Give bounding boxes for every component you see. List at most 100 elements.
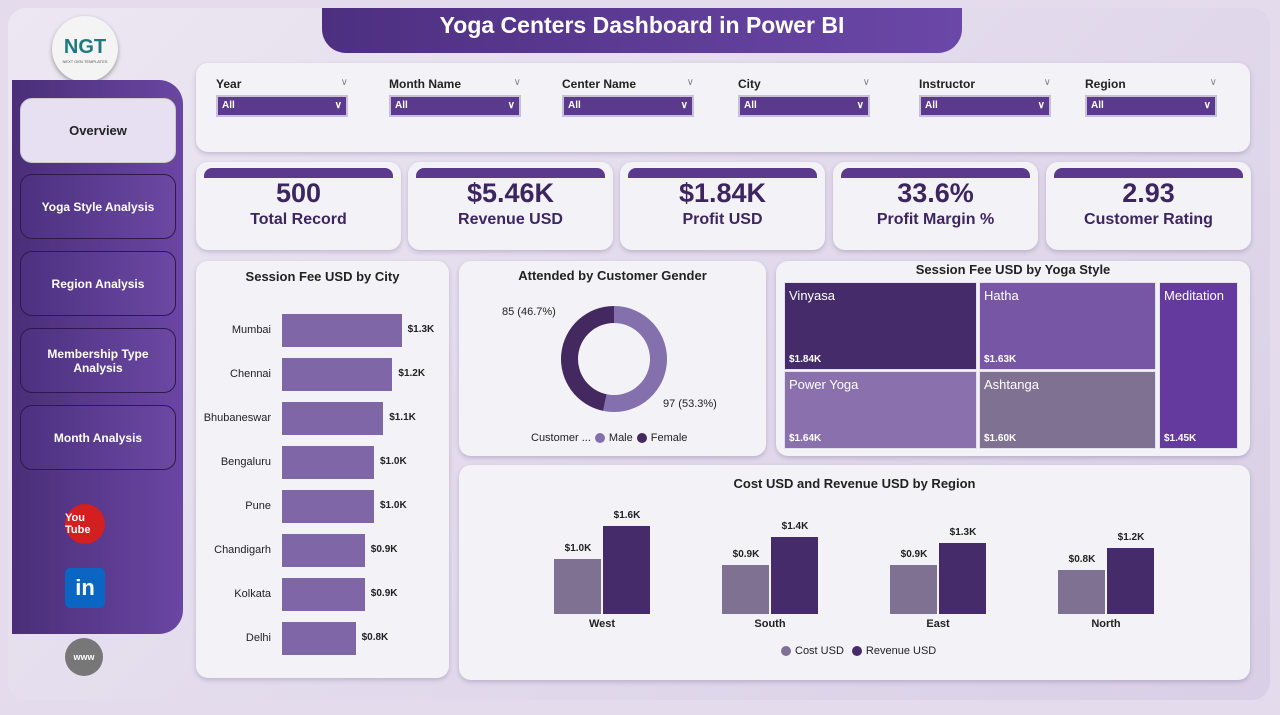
region-label: South bbox=[754, 618, 786, 630]
chevron-down-icon: ∨ bbox=[1037, 100, 1045, 111]
treemap-tile-hatha[interactable]: Hatha $1.63K bbox=[979, 282, 1156, 370]
city-bar[interactable] bbox=[282, 622, 356, 655]
treemap-tile-vinyasa[interactable]: Vinyasa $1.84K bbox=[784, 282, 977, 370]
revenue-bar[interactable] bbox=[1107, 548, 1154, 614]
filter-label-text: City bbox=[738, 77, 761, 91]
legend-male[interactable]: Male bbox=[608, 432, 633, 444]
cost-bar[interactable] bbox=[1058, 570, 1105, 614]
chevron-down-icon[interactable]: ∨ bbox=[340, 77, 348, 88]
yoga-style-treemap: Session Fee USD by Yoga Style Vinyasa $1.… bbox=[776, 261, 1250, 456]
city-value-label: $1.3K bbox=[407, 324, 435, 335]
city-label: Kolkata bbox=[234, 588, 271, 600]
filter-value: All bbox=[1091, 100, 1104, 111]
city-value-label: $1.2K bbox=[398, 368, 426, 379]
linkedin-icon[interactable]: in bbox=[65, 568, 105, 608]
revenue-value-label: $1.4K bbox=[781, 521, 809, 532]
kpi-value: 2.93 bbox=[1122, 178, 1175, 208]
filter-year: Year ∨ All ∨ bbox=[216, 77, 348, 117]
chart-title: Session Fee USD by City bbox=[245, 269, 400, 284]
legend: Cost USD Revenue USD bbox=[781, 645, 936, 657]
legend-cost[interactable]: Cost USD bbox=[795, 645, 844, 657]
filter-label-text: Center Name bbox=[562, 77, 637, 91]
filter-value: All bbox=[222, 100, 235, 111]
kpi-value: 33.6% bbox=[897, 178, 974, 208]
nav-month-analysis[interactable]: Month Analysis bbox=[20, 405, 176, 470]
nav-overview[interactable]: Overview bbox=[20, 98, 176, 163]
kpi-card: $1.84K Profit USD bbox=[620, 162, 825, 250]
kpi-label: Revenue USD bbox=[458, 211, 563, 228]
city-bar[interactable] bbox=[282, 490, 374, 523]
city-value-label: $1.0K bbox=[380, 456, 407, 467]
chevron-down-icon[interactable]: ∨ bbox=[686, 77, 694, 88]
donut-slice-female[interactable] bbox=[561, 306, 614, 411]
legend-dot-revenue bbox=[851, 646, 862, 656]
cost-bar[interactable] bbox=[554, 559, 601, 614]
legend-title: Customer ... bbox=[531, 432, 591, 444]
youtube-icon[interactable]: You Tube bbox=[65, 504, 105, 544]
treemap-tile-power-yoga[interactable]: Power Yoga $1.64K bbox=[784, 371, 977, 449]
revenue-bar[interactable] bbox=[939, 542, 986, 614]
treemap-tile-name: Hatha bbox=[984, 288, 1019, 303]
filter-value: All bbox=[744, 100, 757, 111]
kpi-value: 500 bbox=[275, 178, 322, 208]
kpi-card: 2.93 Customer Rating bbox=[1046, 162, 1251, 250]
chart-title: Session Fee USD by Yoga Style bbox=[915, 262, 1111, 277]
chevron-down-icon: ∨ bbox=[856, 100, 864, 111]
ngt-logo: NGT NEXT GEN TEMPLATES bbox=[52, 16, 118, 82]
chevron-down-icon[interactable]: ∨ bbox=[1209, 77, 1217, 88]
cost-bar[interactable] bbox=[890, 564, 937, 614]
male-data-label: 97 (53.3%) bbox=[663, 398, 717, 410]
revenue-bar[interactable] bbox=[771, 537, 818, 614]
chart-title: Cost USD and Revenue USD by Region bbox=[733, 476, 976, 491]
kpi-label: Profit USD bbox=[682, 211, 763, 228]
filter-dropdown[interactable]: All ∨ bbox=[389, 95, 521, 117]
city-label: Delhi bbox=[245, 632, 271, 644]
donut bbox=[561, 306, 667, 412]
donut-slice-male[interactable] bbox=[603, 306, 667, 412]
filter-dropdown[interactable]: All ∨ bbox=[919, 95, 1051, 117]
treemap-tile-name: Vinyasa bbox=[789, 288, 836, 303]
chevron-down-icon[interactable]: ∨ bbox=[1043, 77, 1051, 88]
legend-female[interactable]: Female bbox=[650, 432, 688, 444]
legend-revenue[interactable]: Revenue USD bbox=[865, 645, 937, 657]
city-value-label: $0.8K bbox=[361, 632, 389, 643]
kpi-card: $5.46K Revenue USD bbox=[408, 162, 613, 250]
city-bar[interactable] bbox=[282, 358, 393, 391]
filter-dropdown[interactable]: All ∨ bbox=[738, 95, 870, 117]
filter-dropdown[interactable]: All ∨ bbox=[562, 95, 694, 117]
filter-city: City ∨ All ∨ bbox=[738, 77, 870, 117]
city-bar[interactable] bbox=[282, 314, 402, 347]
filter-center-name: Center Name ∨ All ∨ bbox=[562, 77, 694, 117]
legend-dot-male bbox=[594, 433, 605, 443]
filter-value: All bbox=[925, 100, 938, 111]
chevron-down-icon[interactable]: ∨ bbox=[862, 77, 870, 88]
nav-region-analysis[interactable]: Region Analysis bbox=[20, 251, 176, 316]
kpi-accent-bar bbox=[204, 168, 393, 178]
city-bar[interactable] bbox=[282, 402, 384, 435]
revenue-bar[interactable] bbox=[603, 526, 650, 614]
cost-bar[interactable] bbox=[722, 564, 769, 614]
region-chart: Cost USD and Revenue USD by Region $1.0K… bbox=[459, 465, 1250, 680]
nav-yoga-style-analysis[interactable]: Yoga Style Analysis bbox=[20, 174, 176, 239]
chart-title: Attended by Customer Gender bbox=[518, 268, 707, 283]
city-bar[interactable] bbox=[282, 578, 365, 611]
treemap-tile-meditation[interactable]: Meditation $1.45K bbox=[1159, 282, 1238, 449]
city-label: Chandigarh bbox=[214, 544, 271, 556]
city-value-label: $0.9K bbox=[370, 544, 398, 555]
city-bar[interactable] bbox=[282, 446, 374, 479]
chevron-down-icon[interactable]: ∨ bbox=[513, 77, 521, 88]
kpi-card: 500 Total Record bbox=[196, 162, 401, 250]
city-bar[interactable] bbox=[282, 534, 365, 567]
filter-dropdown[interactable]: All ∨ bbox=[1085, 95, 1217, 117]
nav-membership-type-analysis[interactable]: Membership Type Analysis bbox=[20, 328, 176, 393]
filter-label: Center Name ∨ bbox=[562, 77, 694, 95]
filter-dropdown[interactable]: All ∨ bbox=[216, 95, 348, 117]
region-label: North bbox=[1091, 618, 1121, 630]
treemap-tile-ashtanga[interactable]: Ashtanga $1.60K bbox=[979, 371, 1156, 449]
cost-value-label: $0.9K bbox=[732, 548, 760, 560]
kpi-accent-bar bbox=[628, 168, 817, 178]
globe-icon[interactable]: www bbox=[65, 638, 103, 676]
city-label: Pune bbox=[245, 500, 271, 512]
filter-label-text: Region bbox=[1085, 77, 1126, 91]
female-data-label: 85 (46.7%) bbox=[502, 306, 556, 318]
